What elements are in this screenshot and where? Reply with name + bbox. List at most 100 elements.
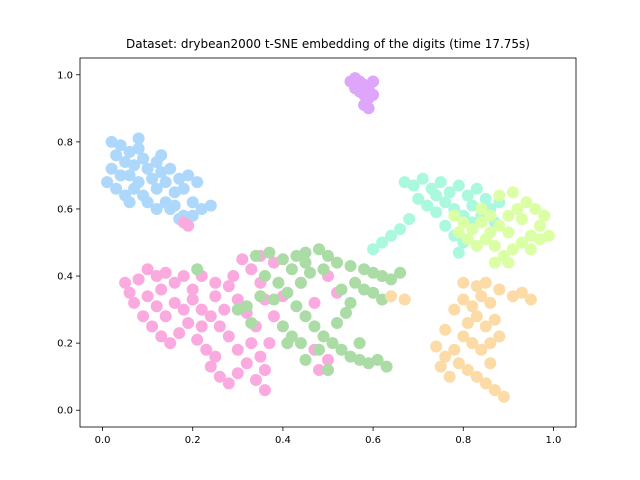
data-point	[123, 196, 136, 209]
data-point	[294, 337, 307, 350]
data-point	[132, 142, 145, 155]
data-point	[524, 229, 537, 242]
data-point	[515, 213, 528, 225]
data-point	[227, 270, 240, 282]
data-point	[119, 156, 132, 168]
data-point	[479, 320, 492, 333]
data-point	[168, 276, 181, 289]
data-point	[362, 357, 375, 370]
x-tick-label: 1.0	[546, 435, 562, 446]
data-point	[263, 246, 276, 259]
data-point	[529, 203, 542, 215]
data-point	[299, 353, 312, 366]
data-point	[358, 283, 371, 296]
data-point	[412, 192, 425, 205]
chart-title: Dataset: drybean2000 t-SNE embedding of …	[126, 37, 530, 51]
data-point	[367, 286, 380, 299]
data-point	[123, 145, 136, 158]
data-point	[452, 357, 465, 370]
data-point	[322, 353, 334, 366]
data-point	[263, 337, 276, 350]
data-point	[249, 249, 262, 262]
data-point	[353, 337, 366, 350]
data-point	[137, 152, 150, 165]
data-point	[222, 330, 235, 343]
data-point	[439, 219, 452, 232]
data-point	[281, 286, 294, 299]
series-1	[344, 72, 380, 115]
data-point	[218, 303, 231, 316]
data-point	[213, 370, 226, 383]
data-point	[159, 266, 172, 279]
data-point	[177, 270, 190, 282]
data-point	[533, 219, 546, 232]
data-point	[209, 290, 222, 303]
data-point	[182, 169, 195, 182]
data-point	[159, 310, 172, 323]
data-point	[177, 182, 190, 195]
data-point	[141, 162, 154, 175]
data-point	[231, 303, 244, 316]
data-point	[146, 320, 159, 333]
x-tick-label: 0.2	[185, 435, 201, 446]
data-point	[479, 276, 492, 289]
x-tick-label: 0.4	[275, 435, 291, 446]
data-point	[457, 330, 470, 343]
data-point	[186, 209, 199, 222]
data-point	[335, 283, 348, 296]
data-point	[371, 353, 384, 366]
data-point	[272, 276, 285, 289]
data-point	[128, 159, 141, 172]
data-point	[191, 333, 204, 346]
data-point	[317, 330, 330, 343]
data-point	[524, 293, 537, 306]
data-point	[313, 364, 325, 376]
data-point	[231, 293, 244, 306]
data-point	[110, 182, 123, 195]
data-point	[515, 286, 528, 299]
data-point	[155, 330, 168, 343]
data-point	[204, 199, 217, 212]
data-point	[502, 256, 515, 269]
data-point	[439, 350, 452, 363]
data-point	[493, 330, 506, 343]
data-point	[484, 296, 497, 309]
data-point	[376, 270, 389, 282]
data-point	[290, 300, 303, 313]
data-point	[331, 256, 343, 269]
data-point	[358, 263, 371, 276]
y-tick-label: 0.4	[57, 272, 73, 283]
data-point	[141, 263, 154, 276]
data-point	[461, 189, 474, 202]
axes-layer: 0.0 0.2 0.4 0.6 0.8 1.0 0.0 0.2 0.4 0.6 0.8 1.0	[57, 57, 577, 446]
points-layer	[101, 72, 555, 403]
data-point	[258, 384, 271, 397]
data-point	[304, 266, 316, 279]
data-point	[515, 236, 528, 249]
data-point	[475, 216, 488, 229]
y-tick-label: 0.6	[57, 204, 73, 215]
data-point	[488, 239, 501, 252]
data-point	[222, 280, 235, 293]
x-tick-label: 0.6	[365, 435, 381, 446]
data-point	[367, 75, 380, 88]
data-point	[155, 283, 168, 296]
data-point	[195, 303, 208, 316]
data-point	[524, 243, 537, 256]
data-point	[168, 296, 181, 309]
data-point	[344, 350, 357, 363]
data-point	[114, 139, 127, 152]
data-point	[119, 276, 132, 289]
data-point	[146, 172, 159, 185]
data-point	[493, 283, 506, 296]
data-point	[466, 300, 479, 313]
plot-frame	[79, 57, 577, 428]
data-point	[294, 276, 307, 289]
data-point	[484, 357, 497, 370]
data-point	[114, 169, 127, 182]
data-point	[186, 196, 199, 209]
data-point	[222, 377, 235, 390]
data-point	[299, 256, 312, 269]
data-point	[398, 176, 411, 189]
data-point	[132, 273, 145, 286]
